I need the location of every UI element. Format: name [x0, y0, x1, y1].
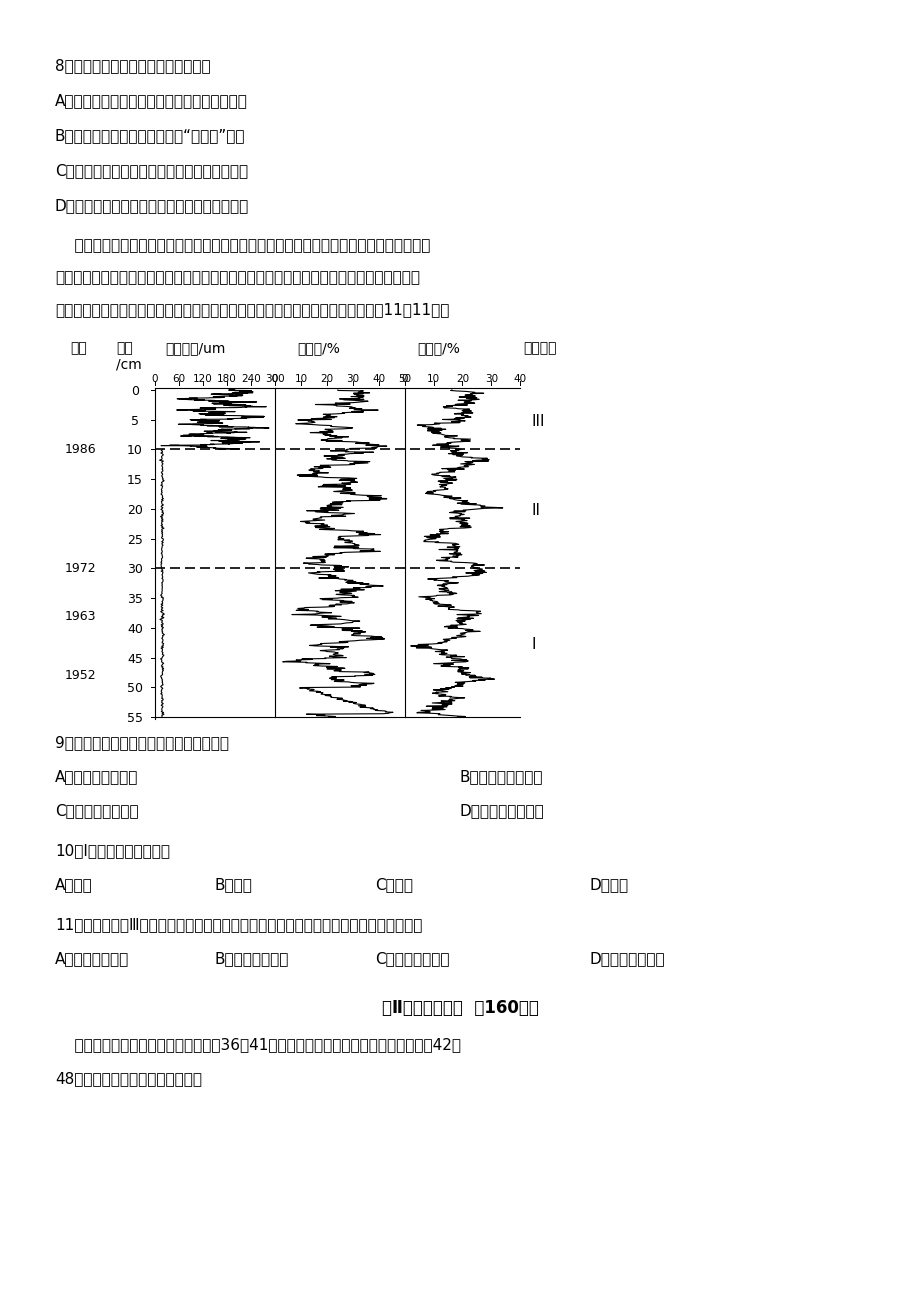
- Text: 30: 30: [484, 374, 497, 384]
- Text: D．干热: D．干热: [589, 878, 629, 892]
- Text: 35: 35: [127, 594, 142, 607]
- Text: B．冷干: B．冷干: [215, 878, 253, 892]
- Text: 深度: 深度: [116, 341, 132, 355]
- Text: 碳酸盐/%: 碳酸盐/%: [416, 341, 460, 355]
- Text: 杞麓湖位于滇中高原，为封闭型断层陷落湖盆，无明显地表径流出口。沿湖平原是当地重: 杞麓湖位于滇中高原，为封闭型断层陷落湖盆，无明显地表径流出口。沿湖平原是当地重: [55, 238, 430, 253]
- Text: 0: 0: [402, 374, 408, 384]
- Text: C．湿热: C．湿热: [375, 878, 413, 892]
- Text: 55: 55: [127, 712, 142, 725]
- Text: B．入湖泥沙减少: B．入湖泥沙减少: [215, 950, 289, 966]
- Text: 45: 45: [127, 652, 142, 665]
- Text: 本卷包括必考题和选修题两部分。第36～41题为必考题，每个试题考生必须作答。第42～: 本卷包括必考题和选修题两部分。第36～41题为必考题，每个试题考生必须作答。第4…: [55, 1036, 460, 1052]
- Text: 时间: 时间: [70, 341, 86, 355]
- Text: 48为选考题，考生根据要求作答。: 48为选考题，考生根据要求作答。: [55, 1072, 202, 1086]
- Text: 10: 10: [127, 444, 142, 457]
- Text: 50: 50: [127, 682, 142, 695]
- Text: 40: 40: [513, 374, 526, 384]
- Text: C．变废弃村落为生态用地，打造休闲服务中心: C．变废弃村落为生态用地，打造休闲服务中心: [55, 163, 248, 178]
- Text: III: III: [531, 414, 545, 428]
- Text: A．气温低，蕉发弱: A．气温低，蕉发弱: [55, 769, 138, 784]
- Text: 60: 60: [172, 374, 186, 384]
- Text: 20: 20: [456, 374, 469, 384]
- Text: B．降水量超蕉发量: B．降水量超蕉发量: [460, 769, 543, 784]
- Text: A．气温显著下降: A．气温显著下降: [55, 950, 129, 966]
- Text: 240: 240: [241, 374, 261, 384]
- Text: 11．研究发现，Ⅲ时期降水丰富，沉积物中碳酸盐含量却呈波动上升趋势，原因最可能是: 11．研究发现，Ⅲ时期降水丰富，沉积物中碳酸盐含量却呈波动上升趋势，原因最可能是: [55, 917, 422, 932]
- Text: /cm: /cm: [116, 357, 142, 371]
- Text: C．湖中有泄水暗河: C．湖中有泄水暗河: [55, 803, 139, 818]
- Text: 30: 30: [346, 374, 359, 384]
- Text: D．对原废弃村落进行复耕，建设粮食生产基地: D．对原废弃村落进行复耕，建设粮食生产基地: [55, 198, 249, 214]
- Text: 有机碳/%: 有机碳/%: [297, 341, 339, 355]
- Text: 300: 300: [265, 374, 285, 384]
- Text: C．农业引湖灌溉: C．农业引湖灌溉: [375, 950, 449, 966]
- Text: 1986: 1986: [65, 444, 96, 457]
- Text: 8．推测天兴乡未来的发展方向主要是: 8．推测天兴乡未来的发展方向主要是: [55, 59, 210, 73]
- Text: B．大力建设高级住宅区，解决“空心村”问题: B．大力建设高级住宅区，解决“空心村”问题: [55, 128, 245, 143]
- Text: D．径流汇入增加: D．径流汇入增加: [589, 950, 665, 966]
- Text: 第Ⅱ卷（非选择题  公160分）: 第Ⅱ卷（非选择题 公160分）: [381, 999, 538, 1017]
- Text: 15: 15: [127, 474, 142, 487]
- Text: 40: 40: [127, 622, 142, 635]
- Text: 20: 20: [320, 374, 334, 384]
- Text: 1972: 1972: [65, 562, 96, 575]
- Text: 10: 10: [426, 374, 440, 384]
- Text: A．建设钓鐵工业基地，吸引武汉市区人口迁入: A．建设钓鐵工业基地，吸引武汉市区人口迁入: [55, 92, 247, 108]
- Text: 30: 30: [127, 564, 142, 577]
- Text: 1963: 1963: [65, 609, 96, 622]
- Text: 5: 5: [130, 415, 139, 428]
- Text: 气候阶段: 气候阶段: [522, 341, 556, 355]
- Text: A．冷湿: A．冷湿: [55, 878, 93, 892]
- Text: 50: 50: [398, 374, 411, 384]
- Text: 25: 25: [127, 534, 142, 547]
- Text: 平均粒径/um: 平均粒径/um: [165, 341, 225, 355]
- Text: 9．杞麓湖为淡水湖，其原因最可能是该湖: 9．杞麓湖为淡水湖，其原因最可能是该湖: [55, 736, 229, 750]
- Text: 曲线图。该湖泊沉积物的粒径及其碳酸盐含量与湖泊水位呈显著负相关。据此完戙11～11题。: 曲线图。该湖泊沉积物的粒径及其碳酸盐含量与湖泊水位呈显著负相关。据此完戙11～1…: [55, 302, 448, 316]
- Text: D．多冰雪融水汇入: D．多冰雪融水汇入: [460, 803, 544, 818]
- Text: 40: 40: [372, 374, 385, 384]
- Text: 10．Ⅰ时期，湖区气候相对: 10．Ⅰ时期，湖区气候相对: [55, 842, 170, 858]
- Text: 120: 120: [193, 374, 212, 384]
- Text: 10: 10: [294, 374, 307, 384]
- Text: 20: 20: [127, 504, 142, 517]
- Text: 180: 180: [217, 374, 236, 384]
- Text: 0: 0: [271, 374, 278, 384]
- Text: 1952: 1952: [65, 669, 96, 682]
- Text: 0: 0: [130, 385, 139, 398]
- Text: II: II: [531, 503, 540, 518]
- Text: I: I: [531, 637, 536, 652]
- Text: 0: 0: [152, 374, 158, 384]
- Text: 要的农耕区。下图为杞麓湖某采样点部分时段沉积物平均粒径、有机碳及碳酸盐含量的变化: 要的农耕区。下图为杞麓湖某采样点部分时段沉积物平均粒径、有机碳及碳酸盐含量的变化: [55, 270, 420, 285]
